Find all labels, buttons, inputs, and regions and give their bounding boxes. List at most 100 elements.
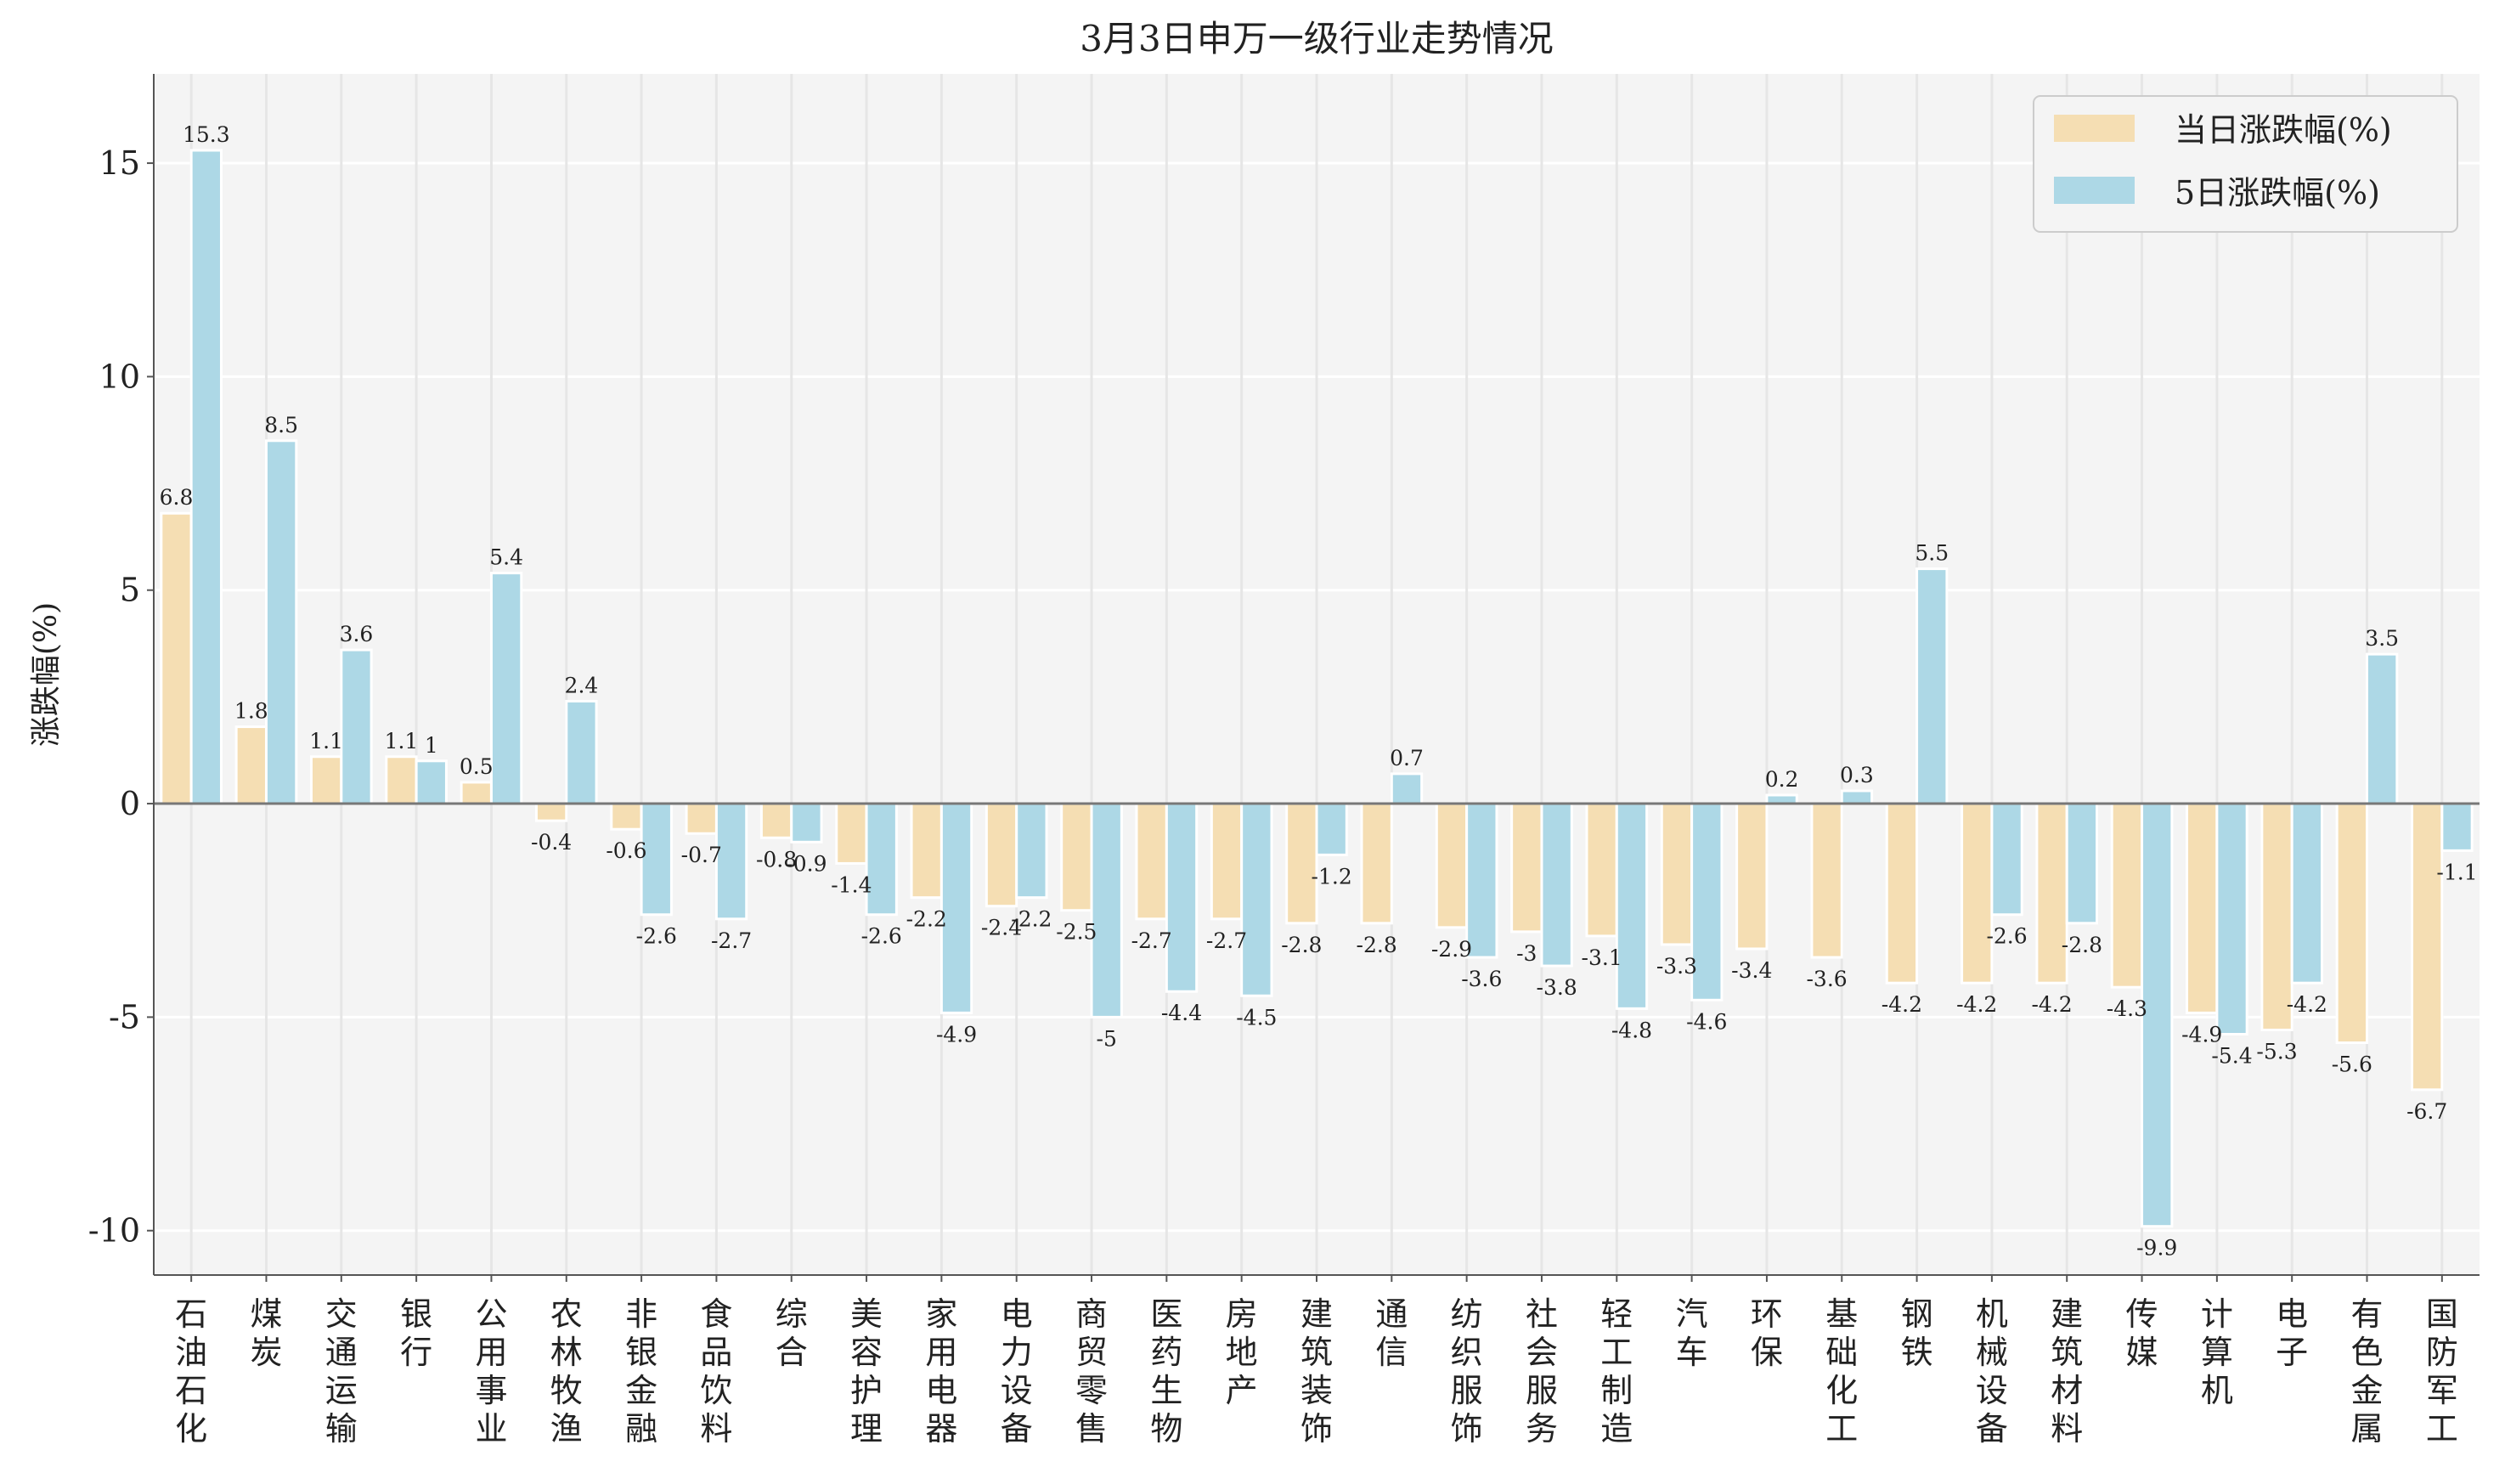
bar-5day <box>1915 567 1949 805</box>
x-tick-char: 综 <box>776 1295 808 1333</box>
x-tick-char: 化 <box>175 1410 207 1447</box>
x-tick-char: 防 <box>2426 1334 2458 1371</box>
x-tick-char: 设 <box>1001 1372 1033 1409</box>
x-tick-char: 房 <box>1226 1295 1258 1333</box>
bar-5day <box>340 648 373 805</box>
bar-5day <box>1315 802 1348 856</box>
x-tick-char: 石 <box>175 1295 207 1333</box>
x-tick-char: 轻 <box>1600 1295 1633 1333</box>
data-label-daily: 6.8 <box>160 485 194 510</box>
x-tick-label: 传媒 <box>2126 1295 2158 1371</box>
x-tick-char: 售 <box>1075 1410 1108 1447</box>
data-label-daily: -3.6 <box>1806 967 1847 991</box>
x-tick-char: 材 <box>2051 1372 2083 1409</box>
bar-5day <box>640 802 673 917</box>
x-tick-char: 饰 <box>1451 1410 1483 1447</box>
x-tick-char: 媒 <box>2126 1334 2158 1371</box>
x-tick-char: 融 <box>625 1410 657 1447</box>
x-tick-char: 公 <box>475 1295 507 1333</box>
data-label-5day: 15.3 <box>183 122 230 147</box>
data-label-5day: -1.1 <box>2436 860 2477 884</box>
data-label-5day: 1 <box>425 733 438 758</box>
data-label-5day: -2.6 <box>636 924 677 949</box>
data-labels: 6.81.81.1 1.10.5-0.4 -0.6 -0.7 -0.8-1.4-2.2-… <box>160 122 2478 1261</box>
data-label-5day: 8.5 <box>264 413 298 437</box>
bar-daily <box>534 802 568 822</box>
legend-label-daily: 当日涨跌幅(%) <box>2175 111 2392 149</box>
data-label-daily: -2.2 <box>906 907 947 932</box>
x-tick-char: 军 <box>2426 1372 2458 1409</box>
x-tick-char: 林 <box>550 1334 583 1371</box>
bar-5day <box>1390 772 1424 805</box>
x-tick-char: 基 <box>1825 1295 1858 1333</box>
x-tick-char: 属 <box>2351 1410 2384 1447</box>
x-tick-char: 务 <box>1526 1410 1558 1447</box>
data-label-5day: -0.9 <box>786 851 827 876</box>
bar-5day <box>2065 802 2099 925</box>
bar-daily <box>1435 802 1469 929</box>
data-label-daily: 0.5 <box>460 754 494 779</box>
data-label-5day: -4.4 <box>1161 1001 1202 1025</box>
bar-5day <box>790 802 823 844</box>
data-label-5day: -2.7 <box>711 928 752 953</box>
x-tick-char: 医 <box>1150 1295 1182 1333</box>
y-tick-label: 0 <box>120 785 140 822</box>
data-label-daily: -0.7 <box>681 843 722 867</box>
data-label-5day: -3.8 <box>1537 975 1577 1000</box>
bar-daily <box>1585 802 1618 938</box>
chart-title: 3月3日申万一级行业走势情况 <box>1080 18 1553 59</box>
bar-5day <box>1165 802 1199 993</box>
data-label-5day: 5.4 <box>489 545 523 570</box>
x-tick-char: 事 <box>475 1372 507 1409</box>
bar-5day <box>1240 802 1273 997</box>
data-label-5day: -1.2 <box>1312 864 1352 889</box>
bar-daily <box>1060 802 1093 912</box>
x-tick-char: 信 <box>1375 1334 1408 1371</box>
y-tick-label: -5 <box>109 998 140 1035</box>
x-tick-char: 通 <box>1375 1295 1408 1333</box>
x-tick-char: 服 <box>1526 1372 1558 1409</box>
x-tick-char: 力 <box>1001 1334 1033 1371</box>
x-tick-char: 药 <box>1150 1334 1182 1371</box>
bar-daily <box>309 755 343 805</box>
bar-daily <box>685 802 718 835</box>
data-label-daily: 1.1 <box>385 729 419 753</box>
bar-daily <box>835 802 868 865</box>
data-label-daily: -2.9 <box>1431 937 1472 962</box>
bar-daily <box>2411 802 2444 1092</box>
x-axis-ticks: 石油石化煤炭交通运输银行公用事业农林牧渔非银金融食品饮料综合美容护理家用电器电力… <box>175 1275 2458 1447</box>
x-tick-char: 会 <box>1526 1334 1558 1371</box>
data-label-5day: -2.6 <box>1986 924 2027 949</box>
x-tick-char: 汽 <box>1676 1295 1708 1333</box>
x-tick-char: 国 <box>2426 1295 2458 1333</box>
x-tick-char: 用 <box>475 1334 507 1371</box>
x-tick-char: 建 <box>1300 1295 1333 1333</box>
bar-daily <box>2335 802 2369 1045</box>
data-label-daily: -2.4 <box>981 916 1022 940</box>
x-tick-char: 铁 <box>1901 1334 1933 1371</box>
x-tick-char: 物 <box>1150 1410 1182 1447</box>
bar-5day <box>1765 793 1798 805</box>
x-tick-char: 织 <box>1451 1334 1483 1371</box>
x-tick-char: 建 <box>2051 1295 2083 1333</box>
bar-5day <box>939 802 973 1014</box>
data-label-daily: -2.8 <box>1281 933 1322 957</box>
x-tick-label: 计算机 <box>2201 1295 2233 1409</box>
x-tick-char: 家 <box>925 1295 957 1333</box>
x-tick-label: 汽车 <box>1676 1295 1708 1371</box>
data-label-daily: -6.7 <box>2406 1099 2447 1124</box>
y-axis-label: 涨跌幅(%) <box>29 602 64 747</box>
bar-5day <box>865 802 898 917</box>
